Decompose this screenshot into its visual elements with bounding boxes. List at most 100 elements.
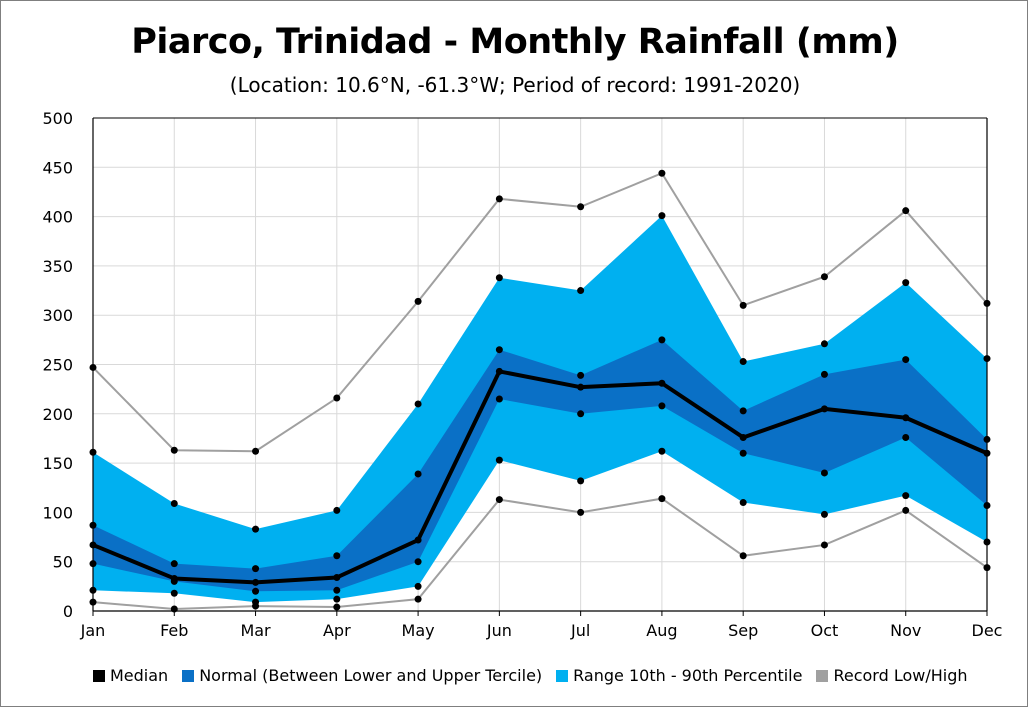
x-tick-label: Jun (486, 621, 512, 640)
upper-tercile-point (495, 346, 503, 354)
record-low-point (414, 595, 422, 603)
percentile-10-point (170, 589, 178, 597)
record-low-point (170, 605, 178, 613)
percentile-10-point (739, 499, 747, 507)
percentile-10-point (902, 492, 910, 500)
record-low-point (983, 564, 991, 572)
record-high-point (170, 446, 178, 454)
y-tick-label: 0 (63, 602, 73, 621)
record-low-point (333, 603, 341, 611)
lower-tercile-point (333, 586, 341, 594)
x-tick-label: Nov (890, 621, 921, 640)
record-high-point (414, 297, 422, 305)
percentile-90-point (983, 355, 991, 363)
lower-tercile-point (577, 410, 585, 418)
chart-title: Piarco, Trinidad - Monthly Rainfall (mm) (131, 22, 899, 62)
y-tick-label: 500 (42, 109, 73, 128)
x-tick-label: Jan (80, 621, 106, 640)
legend-swatch-record (816, 669, 829, 682)
x-tick-label: Sep (728, 621, 758, 640)
legend-item-median: Median (93, 666, 168, 685)
record-high-point (902, 207, 910, 215)
percentile-90-point (658, 212, 666, 220)
percentile-band (93, 215, 987, 603)
x-tick-label: Oct (811, 621, 839, 640)
median-point (577, 383, 585, 391)
lower-tercile-point (658, 402, 666, 410)
percentile-90-point (414, 400, 422, 408)
upper-tercile-point (414, 470, 422, 478)
percentile-90-point (820, 340, 828, 348)
percentile-10-point (658, 447, 666, 455)
legend-item-tercile: Normal (Between Lower and Upper Tercile) (182, 666, 542, 685)
record-high-point (252, 447, 260, 455)
y-tick-label: 150 (42, 454, 73, 473)
x-tick-label: Jul (570, 621, 590, 640)
percentile-10-point (577, 477, 585, 485)
lower-tercile-point (983, 501, 991, 509)
record-low-point (902, 506, 910, 514)
lower-tercile-point (89, 560, 97, 568)
legend-label-percentile: Range 10th - 90th Percentile (573, 666, 803, 685)
legend-swatch-percentile (556, 669, 569, 682)
record-low-point (820, 541, 828, 549)
y-tick-label: 200 (42, 405, 73, 424)
record-high-point (983, 299, 991, 307)
median-point (739, 433, 747, 441)
median-point (658, 379, 666, 387)
y-tick-label: 100 (42, 503, 73, 522)
median-point (983, 449, 991, 457)
percentile-90-point (252, 525, 260, 533)
x-tick-label: Feb (160, 621, 188, 640)
percentile-10-point (414, 582, 422, 590)
legend-item-percentile: Range 10th - 90th Percentile (556, 666, 802, 685)
percentile-10-point (495, 456, 503, 464)
record-low-point (577, 508, 585, 516)
tercile-band (93, 339, 987, 592)
lower-tercile-point (739, 449, 747, 457)
lower-tercile-point (902, 433, 910, 441)
percentile-90-point (902, 279, 910, 287)
record-low-point (495, 496, 503, 504)
record-low-point (658, 495, 666, 503)
x-tick-label: Aug (646, 621, 677, 640)
median-point (902, 414, 910, 422)
median-point (820, 405, 828, 413)
median-point (170, 574, 178, 582)
legend: Median Normal (Between Lower and Upper Te… (93, 666, 982, 685)
x-tick-label: May (402, 621, 435, 640)
lower-tercile-point (252, 587, 260, 595)
percentile-90-point (495, 274, 503, 282)
legend-swatch-tercile (182, 669, 195, 682)
record-high-point (739, 301, 747, 309)
y-tick-label: 350 (42, 257, 73, 276)
upper-tercile-point (170, 560, 178, 568)
upper-tercile-point (820, 370, 828, 378)
record-high-point (658, 169, 666, 177)
lower-tercile-point (414, 558, 422, 566)
record-high-point (495, 195, 503, 203)
upper-tercile-point (739, 407, 747, 415)
legend-item-record: Record Low/High (816, 666, 968, 685)
legend-swatch-median (93, 669, 105, 682)
record-high-point (333, 394, 341, 402)
record-high-line (92, 171, 988, 453)
median-point (414, 536, 422, 544)
median-point (495, 367, 503, 375)
record-high-point (89, 363, 97, 371)
median-point (333, 573, 341, 581)
chart-subtitle: (Location: 10.6°N, -61.3°W; Period of re… (229, 73, 801, 97)
record-low-point (739, 552, 747, 560)
percentile-10-point (983, 538, 991, 546)
upper-tercile-point (658, 336, 666, 344)
record-high-point (820, 273, 828, 281)
x-tick-label: Dec (972, 621, 1003, 640)
median-point (89, 541, 97, 549)
percentile-90-point (739, 358, 747, 366)
lower-tercile-point (820, 469, 828, 477)
upper-tercile-point (577, 371, 585, 379)
y-tick-label: 50 (53, 553, 73, 572)
lower-tercile-point (495, 395, 503, 403)
x-tick-label: Mar (240, 621, 271, 640)
